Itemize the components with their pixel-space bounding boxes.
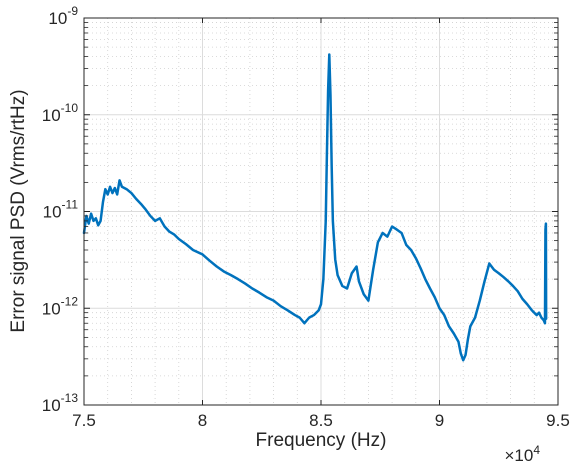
series-layer <box>82 53 548 362</box>
x-exponent-power: 4 <box>533 443 540 457</box>
x-tick-label: 9 <box>435 411 444 430</box>
x-tick-label: 7.5 <box>72 411 96 430</box>
tick-marks <box>83 17 559 406</box>
series-line-0 <box>82 53 548 362</box>
y-tick-label: 10-11 <box>43 198 79 222</box>
y-tick-label: 10-9 <box>48 4 78 28</box>
x-tick-label: 8.5 <box>309 411 333 430</box>
x-tick-label: 9.5 <box>546 411 570 430</box>
y-tick-label: 10-13 <box>42 391 79 415</box>
x-tick-label: 8 <box>198 411 207 430</box>
y-tick-labels: 10-13 10-12 10-11 10-10 10-9 <box>42 4 79 415</box>
x-exponent-label: ×104 <box>504 443 540 464</box>
y-axis-label: Error signal PSD (Vrms/rtHz) <box>8 89 29 332</box>
x-axis-label: Frequency (Hz) <box>256 430 387 451</box>
x-exponent-base: ×10 <box>504 446 533 464</box>
y-tick-label: 10-10 <box>42 101 79 125</box>
x-tick-labels: 7.5 8 8.5 9 9.5 <box>72 411 570 430</box>
y-tick-label: 10-12 <box>42 294 79 318</box>
